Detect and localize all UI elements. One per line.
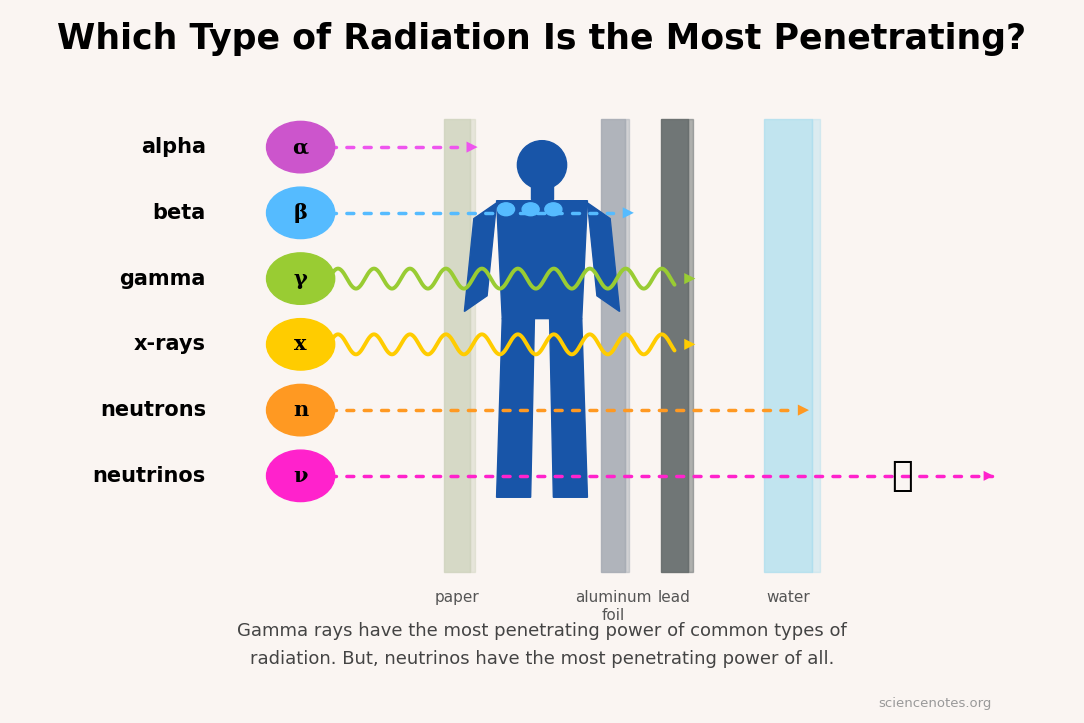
Bar xyxy=(470,119,475,573)
Circle shape xyxy=(267,121,335,173)
Text: aluminum
foil: aluminum foil xyxy=(575,590,651,623)
Bar xyxy=(687,119,693,573)
Text: 🌍: 🌍 xyxy=(891,459,913,493)
Text: gamma: gamma xyxy=(119,269,206,288)
Text: sciencenotes.org: sciencenotes.org xyxy=(878,697,992,710)
Text: alpha: alpha xyxy=(141,137,206,157)
Text: γ: γ xyxy=(294,269,308,288)
Bar xyxy=(624,119,629,573)
Bar xyxy=(443,119,470,573)
Text: ν: ν xyxy=(294,466,308,486)
Circle shape xyxy=(498,203,515,215)
Text: neutrons: neutrons xyxy=(100,400,206,420)
Circle shape xyxy=(545,203,562,215)
Text: n: n xyxy=(293,400,308,420)
Text: beta: beta xyxy=(153,203,206,223)
Bar xyxy=(661,119,687,573)
Circle shape xyxy=(267,450,335,502)
Polygon shape xyxy=(550,319,588,497)
Text: β: β xyxy=(294,203,308,223)
Text: x: x xyxy=(295,334,307,354)
Circle shape xyxy=(267,319,335,370)
Circle shape xyxy=(267,253,335,304)
Circle shape xyxy=(267,385,335,436)
Circle shape xyxy=(267,187,335,239)
Text: paper: paper xyxy=(435,590,479,605)
Bar xyxy=(812,119,821,573)
Bar xyxy=(602,119,624,573)
Ellipse shape xyxy=(517,141,567,189)
Text: α: α xyxy=(293,137,309,157)
Bar xyxy=(531,171,553,199)
Polygon shape xyxy=(588,203,620,312)
Circle shape xyxy=(522,203,539,215)
Polygon shape xyxy=(496,201,588,319)
Text: lead: lead xyxy=(658,590,691,605)
Text: Which Type of Radiation Is the Most Penetrating?: Which Type of Radiation Is the Most Pene… xyxy=(57,22,1027,56)
Polygon shape xyxy=(496,319,534,497)
Text: x-rays: x-rays xyxy=(134,334,206,354)
Text: Gamma rays have the most penetrating power of common types of
radiation. But, ne: Gamma rays have the most penetrating pow… xyxy=(237,623,847,668)
Text: water: water xyxy=(766,590,810,605)
Polygon shape xyxy=(464,203,496,312)
Bar xyxy=(764,119,812,573)
Text: neutrinos: neutrinos xyxy=(93,466,206,486)
